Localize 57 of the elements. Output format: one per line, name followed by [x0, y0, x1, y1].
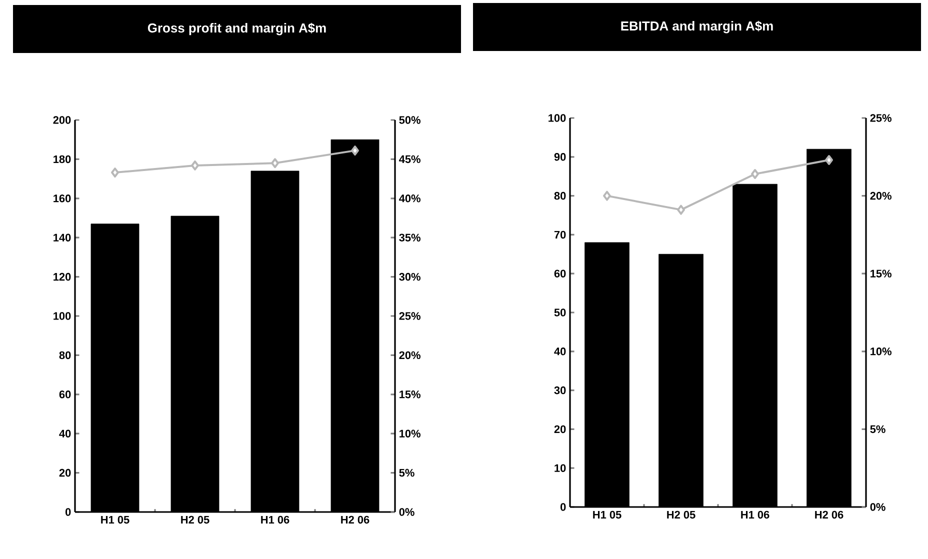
y2-tick-label: 10%: [870, 348, 892, 356]
y2-tick-label: 5%: [870, 425, 886, 434]
y2-tick-label: 0%: [399, 508, 414, 516]
y-tick-label: 40: [554, 348, 566, 356]
y-tick-label: 10: [554, 464, 566, 472]
y2-tick-label: 15%: [870, 270, 892, 278]
y-tick-label: 60: [59, 390, 71, 398]
y-tick-label: 60: [554, 270, 566, 278]
y-tick-label: 70: [554, 230, 566, 239]
y2-tick-label: 35%: [399, 234, 420, 242]
y2-tick-label: 20%: [399, 351, 420, 360]
y2-tick-label: 50%: [399, 116, 420, 124]
y2-tick-label: 5%: [399, 468, 414, 477]
y2-tick-label: 10%: [400, 430, 420, 438]
y-tick-label: 0: [65, 508, 71, 516]
x-tick-label: H1 05: [593, 510, 622, 519]
x-tick-label: H1 06: [741, 510, 770, 519]
y2-tick-label: 0%: [870, 503, 886, 511]
y-tick-label: 0: [560, 503, 566, 511]
y-tick-label: 50: [554, 308, 566, 316]
point: [825, 155, 833, 165]
y-tick-label: 20: [554, 425, 566, 434]
y-tick-label: 80: [59, 351, 71, 360]
y2-tick-label: 20%: [870, 192, 892, 200]
y-tick-label: 100: [548, 114, 566, 122]
point: [351, 146, 359, 156]
point: [751, 169, 759, 179]
x-tick-label: H2 06: [341, 516, 370, 524]
point: [677, 204, 685, 215]
point: [603, 190, 611, 201]
y2-tick-label: 15%: [400, 390, 420, 398]
y-tick-label: 160: [54, 194, 71, 202]
x-tick-label: H2 05: [181, 516, 210, 524]
y2-tick-label: 40%: [399, 194, 420, 202]
y-tick-label: 140: [54, 234, 71, 242]
x-tick-label: H1 06: [261, 516, 290, 524]
y2-tick-label: 25%: [870, 114, 892, 122]
y-tick-label: 40: [59, 430, 71, 438]
y-tick-label: 120: [54, 272, 71, 281]
chart-title: Gross profit and margin A$m: [148, 22, 326, 36]
y-tick-label: 80: [554, 192, 566, 200]
y-tick-label: 180: [54, 155, 71, 164]
x-tick-label: H1 05: [101, 516, 130, 524]
y-tick-label: 200: [53, 116, 71, 124]
point: [111, 168, 119, 178]
chart-title: EBITDA and margin A$m: [621, 20, 773, 34]
y2-tick-label: 45%: [399, 155, 420, 164]
y2-tick-label: 25%: [399, 312, 420, 320]
y-tick-label: 20: [59, 468, 71, 477]
point: [271, 158, 279, 168]
y-tick-label: 30: [554, 386, 566, 394]
y2-tick-label: 30%: [399, 272, 420, 281]
x-tick-label: H2 05: [667, 510, 696, 519]
y-tick-label: 100: [54, 312, 71, 320]
x-tick-label: H2 06: [815, 510, 844, 519]
y-tick-label: 90: [554, 153, 566, 161]
point: [191, 160, 199, 170]
